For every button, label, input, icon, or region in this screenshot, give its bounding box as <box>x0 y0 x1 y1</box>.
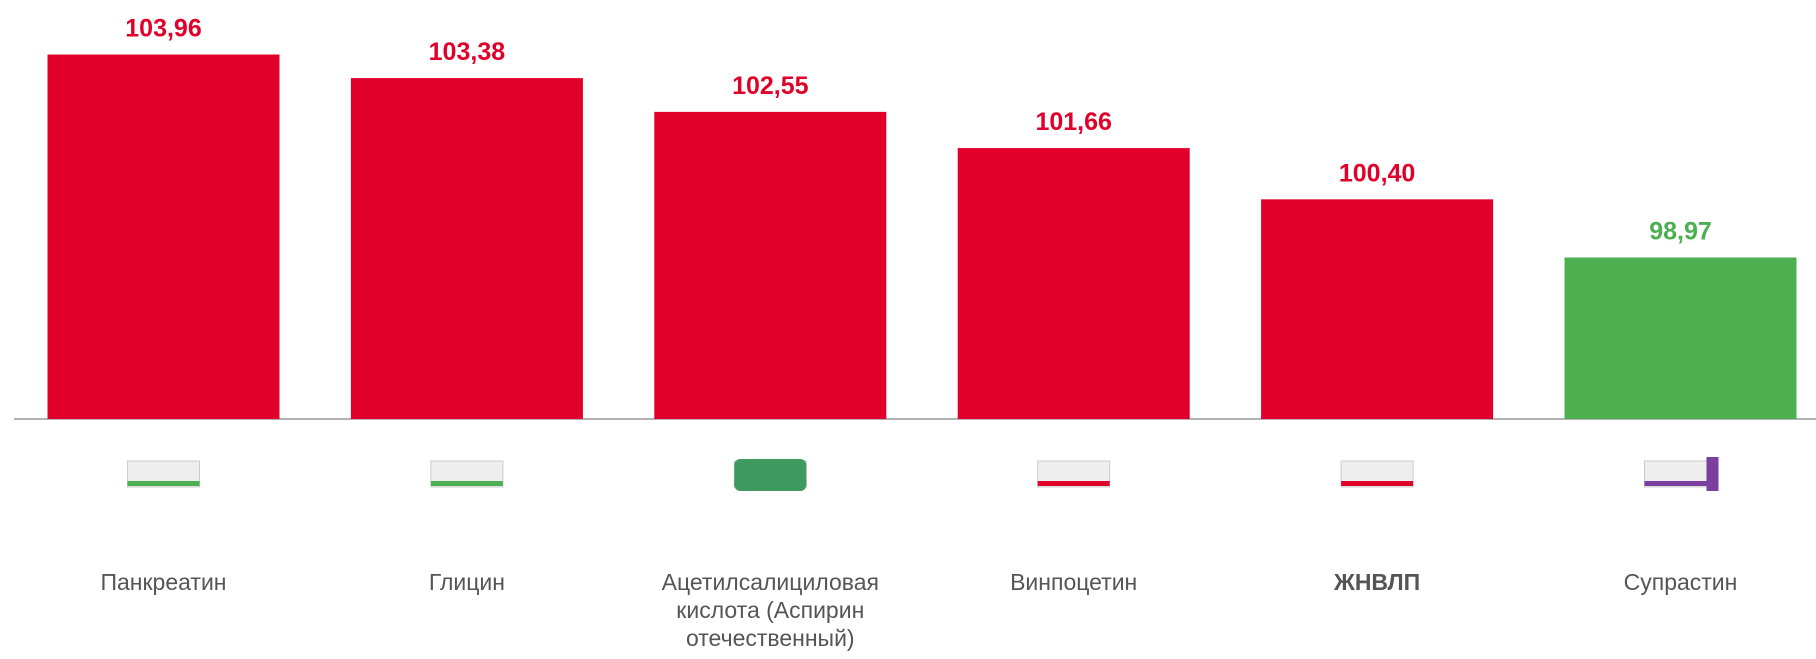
value-label: 101,66 <box>1035 108 1111 136</box>
icon-stripe <box>1341 481 1413 486</box>
value-label: 103,38 <box>429 38 506 66</box>
value-label: 102,55 <box>732 72 809 100</box>
x-tick-label: Винпоцетин <box>934 568 1214 596</box>
icon <box>1341 461 1413 487</box>
value-label: 98,97 <box>1649 218 1712 246</box>
bar <box>1565 258 1797 419</box>
bar <box>48 55 280 419</box>
icon-stripe <box>128 481 200 486</box>
value-label: 100,40 <box>1339 159 1415 187</box>
icon-stripe <box>431 481 503 486</box>
icon-end <box>1707 457 1719 491</box>
icon-stripe <box>1038 481 1110 486</box>
icon <box>431 461 503 487</box>
value-label: 103,96 <box>125 15 201 43</box>
icon <box>1038 461 1110 487</box>
bar <box>351 78 583 419</box>
plot: 103,96 103,38 102,55 101,66 100,40 98,97 <box>0 0 1816 659</box>
x-tick-label: Ацетилсалициловая кислота (Аспирин отече… <box>630 568 910 652</box>
icon-stripe <box>1645 481 1717 486</box>
chart: 103,96 103,38 102,55 101,66 100,40 98,97 Панк… <box>0 0 1816 659</box>
icon <box>734 459 806 491</box>
icon <box>1645 457 1719 491</box>
x-tick-label: Супрастин <box>1541 568 1816 596</box>
x-tick-label: Глицин <box>327 568 607 596</box>
x-tick-label: Панкреатин <box>24 568 304 596</box>
bar <box>958 148 1190 419</box>
bar <box>1261 199 1493 419</box>
icon-blister <box>734 459 806 491</box>
x-tick-label: ЖНВЛП <box>1237 568 1517 596</box>
bar <box>654 112 886 419</box>
icon <box>128 461 200 487</box>
